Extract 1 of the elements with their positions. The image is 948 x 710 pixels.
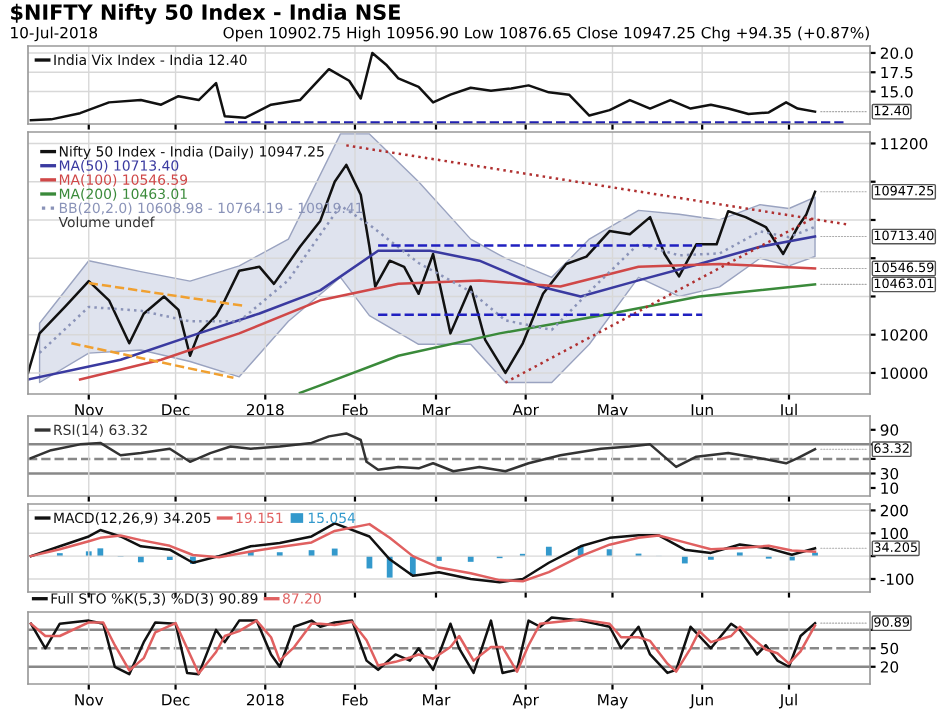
chart-title: $NIFTY Nifty 50 Index - India NSE	[11, 3, 400, 25]
